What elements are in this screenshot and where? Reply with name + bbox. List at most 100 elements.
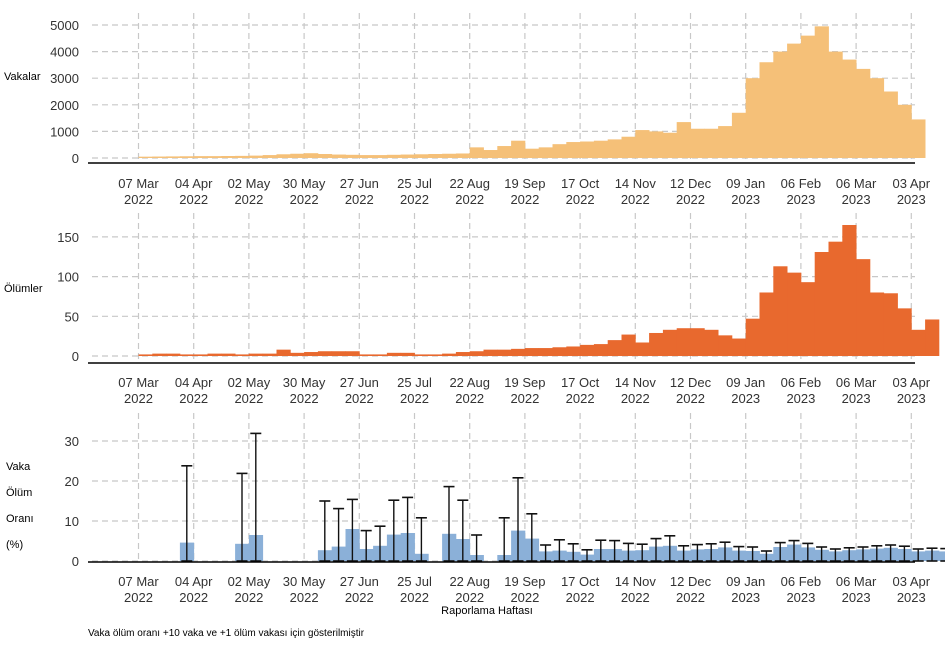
deaths-bar — [718, 335, 733, 356]
x-tick-label: 17 Oct 2022 — [561, 574, 600, 605]
x-tick-label: 03 Apr 2023 — [893, 574, 931, 605]
deaths-bar — [469, 351, 484, 356]
x-tick-label: 06 Mar 2023 — [836, 375, 877, 406]
x-tick-label: 02 May 2022 — [228, 176, 271, 207]
deaths-bar — [580, 344, 595, 356]
cases-bar — [483, 150, 498, 158]
cases-bar — [856, 68, 871, 158]
x-tick-label: 02 May 2022 — [228, 375, 271, 406]
x-tick-label: 09 Jan 2023 — [726, 375, 765, 406]
cases-bar — [469, 147, 484, 158]
x-tick-label: 17 Oct 2022 — [561, 176, 600, 207]
deaths-bar — [676, 328, 691, 356]
x-tick-label: 19 Sep 2022 — [504, 176, 545, 207]
deaths-bar — [248, 353, 264, 356]
cases-bar — [262, 155, 277, 158]
x-tick-label: 12 Dec 2022 — [670, 574, 712, 605]
cfr-bar — [938, 551, 945, 561]
x-tick-label: 12 Dec 2022 — [670, 375, 712, 406]
y-tick-label: 1000 — [50, 124, 79, 139]
deaths-bar — [814, 251, 829, 356]
y-tick-label: 100 — [57, 270, 79, 285]
deaths-bar — [524, 348, 540, 356]
cases-bar — [414, 154, 429, 158]
deaths-bar — [538, 348, 553, 356]
y-tick-label: 0 — [72, 554, 79, 569]
deaths-bar — [842, 225, 857, 356]
x-tick-label: 17 Oct 2022 — [561, 375, 600, 406]
deaths-bar — [235, 354, 250, 356]
cases-bar — [524, 148, 540, 158]
x-tick-label: 25 Jul 2022 — [397, 574, 432, 605]
cases-bar — [497, 146, 512, 158]
y-tick-label: 30 — [65, 434, 79, 449]
x-tick-label: 19 Sep 2022 — [504, 375, 545, 406]
x-tick-label: 09 Jan 2023 — [726, 574, 765, 605]
footnote: Vaka ölüm oranı +10 vaka ve +1 ölüm vaka… — [88, 628, 365, 639]
x-tick-label: 27 Jun 2022 — [340, 176, 379, 207]
cases-bar — [235, 155, 250, 158]
deaths-panel: 0 50 100 150 07 Mar 2022 04 Apr 2022 02 May 2022 3… — [4, 213, 940, 406]
cases-bar — [718, 126, 733, 158]
x-tick-label: 14 Nov 2022 — [615, 574, 657, 605]
cases-bar — [745, 78, 760, 158]
x-tick-label: 02 May 2022 — [228, 574, 271, 605]
x-tick-label: 06 Mar 2023 — [836, 176, 877, 207]
x-tick-label: 12 Dec 2022 — [670, 176, 712, 207]
cases-bar — [511, 140, 526, 158]
deaths-bar — [428, 354, 443, 356]
deaths-bar — [138, 354, 153, 356]
cases-bar — [386, 154, 402, 158]
deaths-bar — [704, 329, 719, 356]
deaths-bar — [221, 353, 236, 356]
cases-bar — [152, 156, 167, 158]
x-tick-label: 30 May 2022 — [283, 574, 326, 605]
cases-bar — [690, 128, 705, 158]
deaths-bar — [800, 282, 816, 356]
y-axis-label-line: Oranı — [6, 513, 34, 525]
deaths-bar — [649, 332, 664, 356]
cases-bar — [166, 156, 181, 158]
cases-bar — [359, 155, 374, 158]
x-tick-label: 09 Jan 2023 — [726, 176, 765, 207]
y-tick-label: 4000 — [50, 45, 79, 60]
y-axis-label-line: (%) — [6, 539, 23, 551]
deaths-bar — [262, 353, 277, 356]
deaths-bar — [787, 272, 802, 356]
deaths-bar — [373, 354, 388, 356]
cases-bar — [400, 154, 415, 158]
cases-bar — [373, 155, 388, 158]
x-tick-label: 06 Mar 2023 — [836, 574, 877, 605]
deaths-bar — [414, 354, 429, 356]
deaths-bar — [193, 354, 208, 356]
cases-bar — [552, 144, 567, 158]
x-tick-label: 06 Feb 2023 — [781, 375, 821, 406]
deaths-bar — [897, 308, 912, 356]
deaths-bar — [566, 346, 581, 356]
cases-bar — [635, 130, 650, 158]
cases-bar — [248, 155, 264, 158]
x-tick-label: 04 Apr 2022 — [175, 574, 213, 605]
x-tick-label: 04 Apr 2022 — [175, 375, 213, 406]
cases-bar — [221, 156, 236, 158]
cases-bar — [897, 104, 912, 158]
x-tick-label: 27 Jun 2022 — [340, 375, 379, 406]
y-axis-label-line: Vaka — [6, 461, 31, 473]
cases-bar — [731, 112, 747, 158]
cases-bar — [580, 141, 595, 158]
cases-bar — [814, 26, 829, 158]
cases-bar — [828, 51, 843, 158]
y-tick-label: 150 — [57, 230, 79, 245]
cases-bar — [331, 154, 346, 158]
cases-bar — [676, 122, 691, 158]
cases-bar — [290, 153, 305, 158]
x-tick-label: 04 Apr 2022 — [175, 176, 213, 207]
deaths-bar — [662, 329, 678, 356]
cases-bar — [566, 142, 581, 158]
cases-bar — [649, 131, 664, 158]
deaths-bar — [331, 351, 346, 356]
deaths-bar — [276, 349, 291, 356]
x-axis-title: Raporlama Haftası — [441, 605, 533, 617]
cases-bar — [787, 43, 802, 159]
deaths-bar — [773, 266, 788, 356]
